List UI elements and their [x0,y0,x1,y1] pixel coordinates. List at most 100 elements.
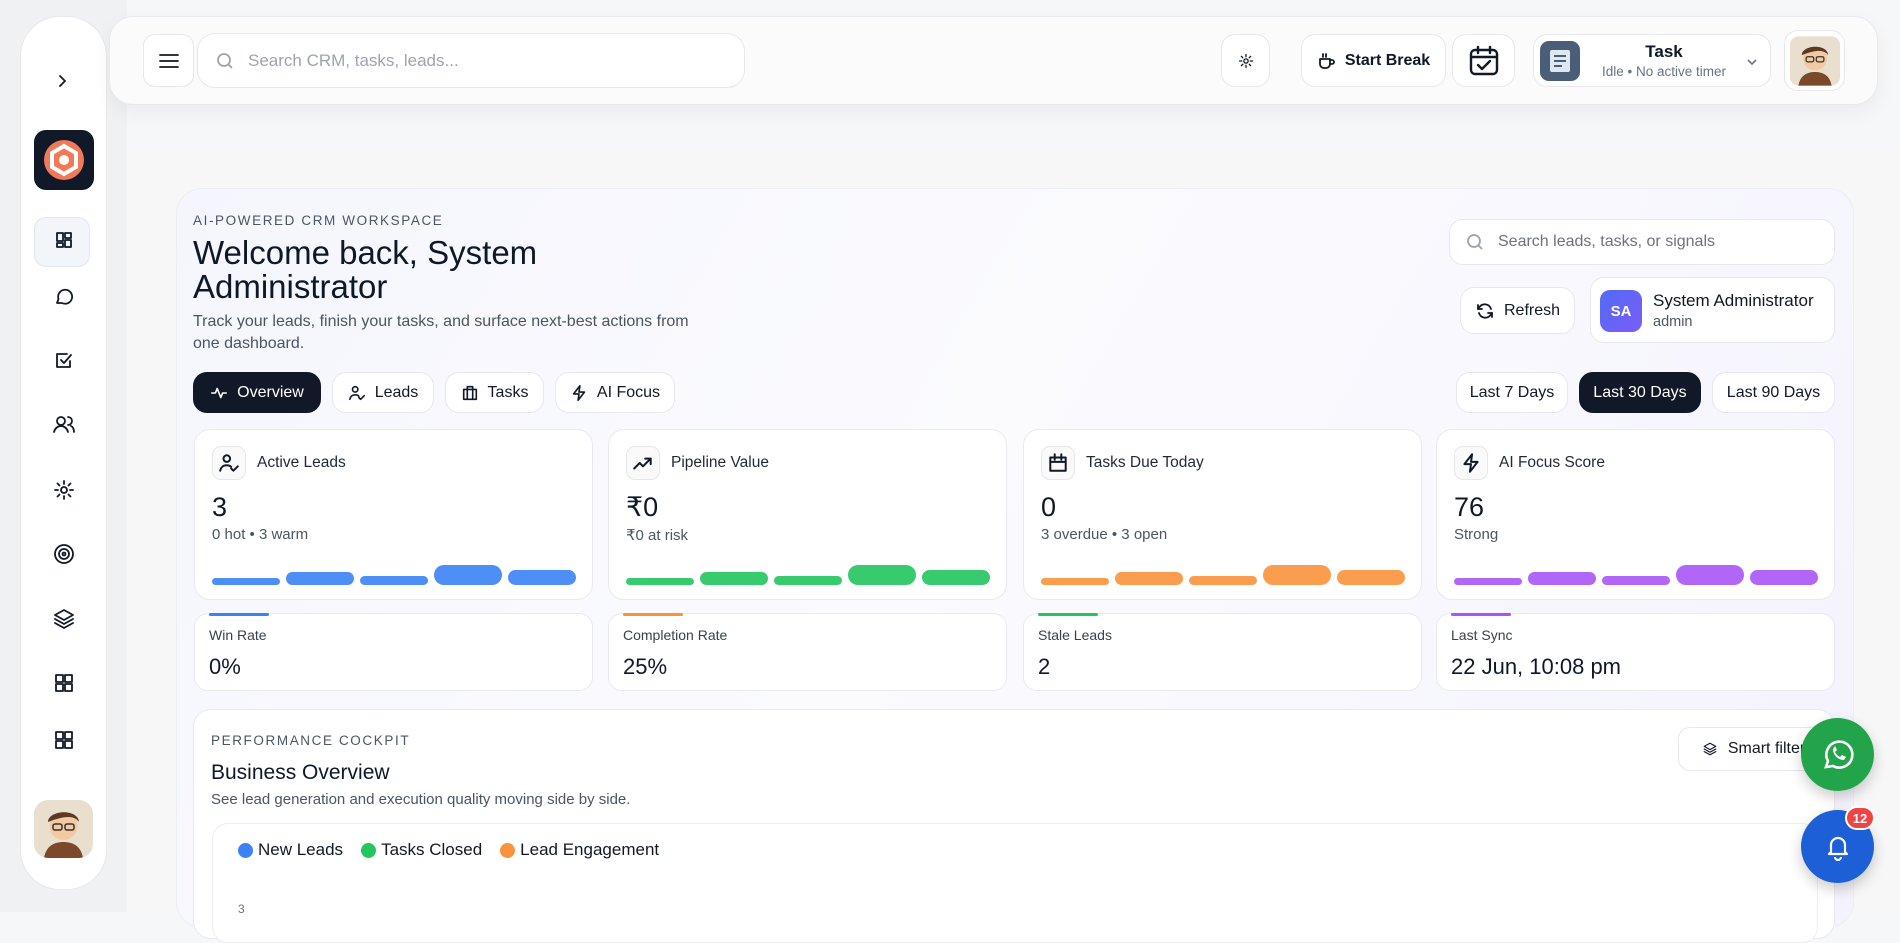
hero-search[interactable]: Search leads, tasks, or signals [1449,219,1835,265]
decor-bar [1528,572,1596,585]
expand-button[interactable] [54,73,70,89]
metric-accent [209,613,269,616]
nav-apps-2[interactable] [50,726,78,754]
kpi-note: 0 hot • 3 warm [212,526,309,543]
legend-item: Tasks Closed [361,840,482,860]
tab[interactable]: Overview [193,372,321,413]
nav-messages[interactable] [50,283,78,311]
nav-tasks[interactable] [50,347,78,375]
nav-contacts[interactable] [50,411,78,439]
nav-dashboard[interactable] [50,226,78,254]
task-title: Task [1645,42,1683,61]
decor-bar [1189,576,1257,585]
metric-accent [1038,613,1098,616]
legend-swatch [238,842,253,858]
user-initials: SA [1600,290,1642,332]
calendar-button[interactable] [1452,34,1515,87]
decor-bar [700,572,768,585]
metric-label: Last Sync [1451,627,1513,643]
metric-label: Stale Leads [1038,627,1112,643]
chart-legend: New Leads Tasks Closed Lead Engagement [238,840,659,860]
tab-label: Tasks [487,383,529,401]
whatsapp-button[interactable] [1801,718,1874,791]
nav-settings[interactable] [50,476,78,504]
icon [572,384,586,401]
user-chip[interactable]: SA System Administrator admin [1590,277,1835,343]
metric-label: Win Rate [209,627,267,643]
icon [211,387,228,398]
kpi-value: 3 [212,492,228,522]
decor-bar [508,570,576,585]
kpi-value: 0 [1041,492,1057,522]
kpi-card: Pipeline Value ₹0 ₹0 at risk [608,429,1007,600]
kpi-icon [1041,446,1075,480]
range-button[interactable]: Last 7 Days [1456,372,1568,413]
tab[interactable]: Tasks [445,372,544,413]
tab-label: Leads [374,383,419,401]
nav-goals[interactable] [50,540,78,568]
range-button[interactable]: Last 90 Days [1712,372,1835,413]
metric-value: 25% [623,654,668,679]
task-icon [1540,41,1580,81]
sidebar-avatar[interactable] [34,800,93,858]
header-avatar[interactable] [1784,30,1845,91]
decor-bar [286,572,354,585]
smart-filter-label: Smart filter [1727,740,1806,757]
hero-search-placeholder: Search leads, tasks, or signals [1498,233,1715,250]
start-break-label: Start Break [1344,51,1431,69]
metric-label: Completion Rate [623,627,728,643]
decor-bar [922,570,990,585]
hero-eyebrow: AI-POWERED CRM WORKSPACE [193,213,444,228]
nav-apps[interactable] [50,669,78,697]
decor-bar [1750,570,1818,585]
task-dropdown[interactable] [1745,55,1759,69]
range-button[interactable]: Last 30 Days [1579,372,1701,413]
cockpit-subtitle: See lead generation and execution qualit… [211,791,631,808]
hero-title: Welcome back, System Administrator [193,234,538,305]
decor-bar [1263,565,1331,585]
kpi-value: ₹0 [626,492,659,522]
tab-label: AI Focus [596,383,661,401]
metric-value: 22 Jun, 10:08 pm [1451,654,1622,679]
settings-button[interactable] [1221,34,1270,87]
tab[interactable]: Leads [332,372,434,413]
task-timer[interactable]: Task Idle • No active timer [1533,34,1771,87]
kpi-icon [1454,446,1488,480]
metric-card: Completion Rate 25% [608,613,1007,691]
decor-bar [1454,578,1522,585]
kpi-label: Pipeline Value [671,454,769,471]
decor-bar [434,565,502,585]
cockpit-title: Business Overview [211,761,390,784]
start-break-button[interactable]: Start Break [1301,34,1446,87]
search-placeholder: Search CRM, tasks, leads... [248,50,459,70]
icon [348,385,365,400]
nav-active[interactable] [34,217,90,267]
decor-bar [212,578,280,585]
nav-layers[interactable] [50,605,78,633]
metric-accent [1451,613,1511,616]
decor-bar [1337,570,1405,585]
page: Search CRM, tasks, leads... Start Break … [20,16,1878,943]
refresh-button[interactable]: Refresh [1460,287,1575,334]
decor-bar [1115,572,1183,585]
kpi-icon [212,446,246,480]
kpi-note: Strong [1454,526,1499,543]
cockpit-eyebrow: PERFORMANCE COCKPIT [211,733,411,748]
global-search[interactable]: Search CRM, tasks, leads... [197,33,745,88]
decor-bar [626,578,694,585]
decor-bar [774,576,842,585]
menu-button[interactable] [143,34,194,87]
user-name: System Administrator [1653,291,1814,310]
decor-bar [1041,578,1109,585]
icon [1049,453,1067,472]
metric-card: Last Sync 22 Jun, 10:08 pm [1436,613,1835,691]
notification-badge: 12 [1845,806,1875,830]
kpi-note: 3 overdue • 3 open [1041,526,1168,543]
metric-card: Win Rate 0% [194,613,593,691]
legend-swatch [500,842,516,858]
app-logo[interactable] [34,130,94,190]
tab[interactable]: AI Focus [555,372,675,413]
sidebar [20,16,107,890]
hero-subtitle: Track your leads, finish your tasks, and… [193,313,689,352]
user-role: admin [1653,314,1693,330]
